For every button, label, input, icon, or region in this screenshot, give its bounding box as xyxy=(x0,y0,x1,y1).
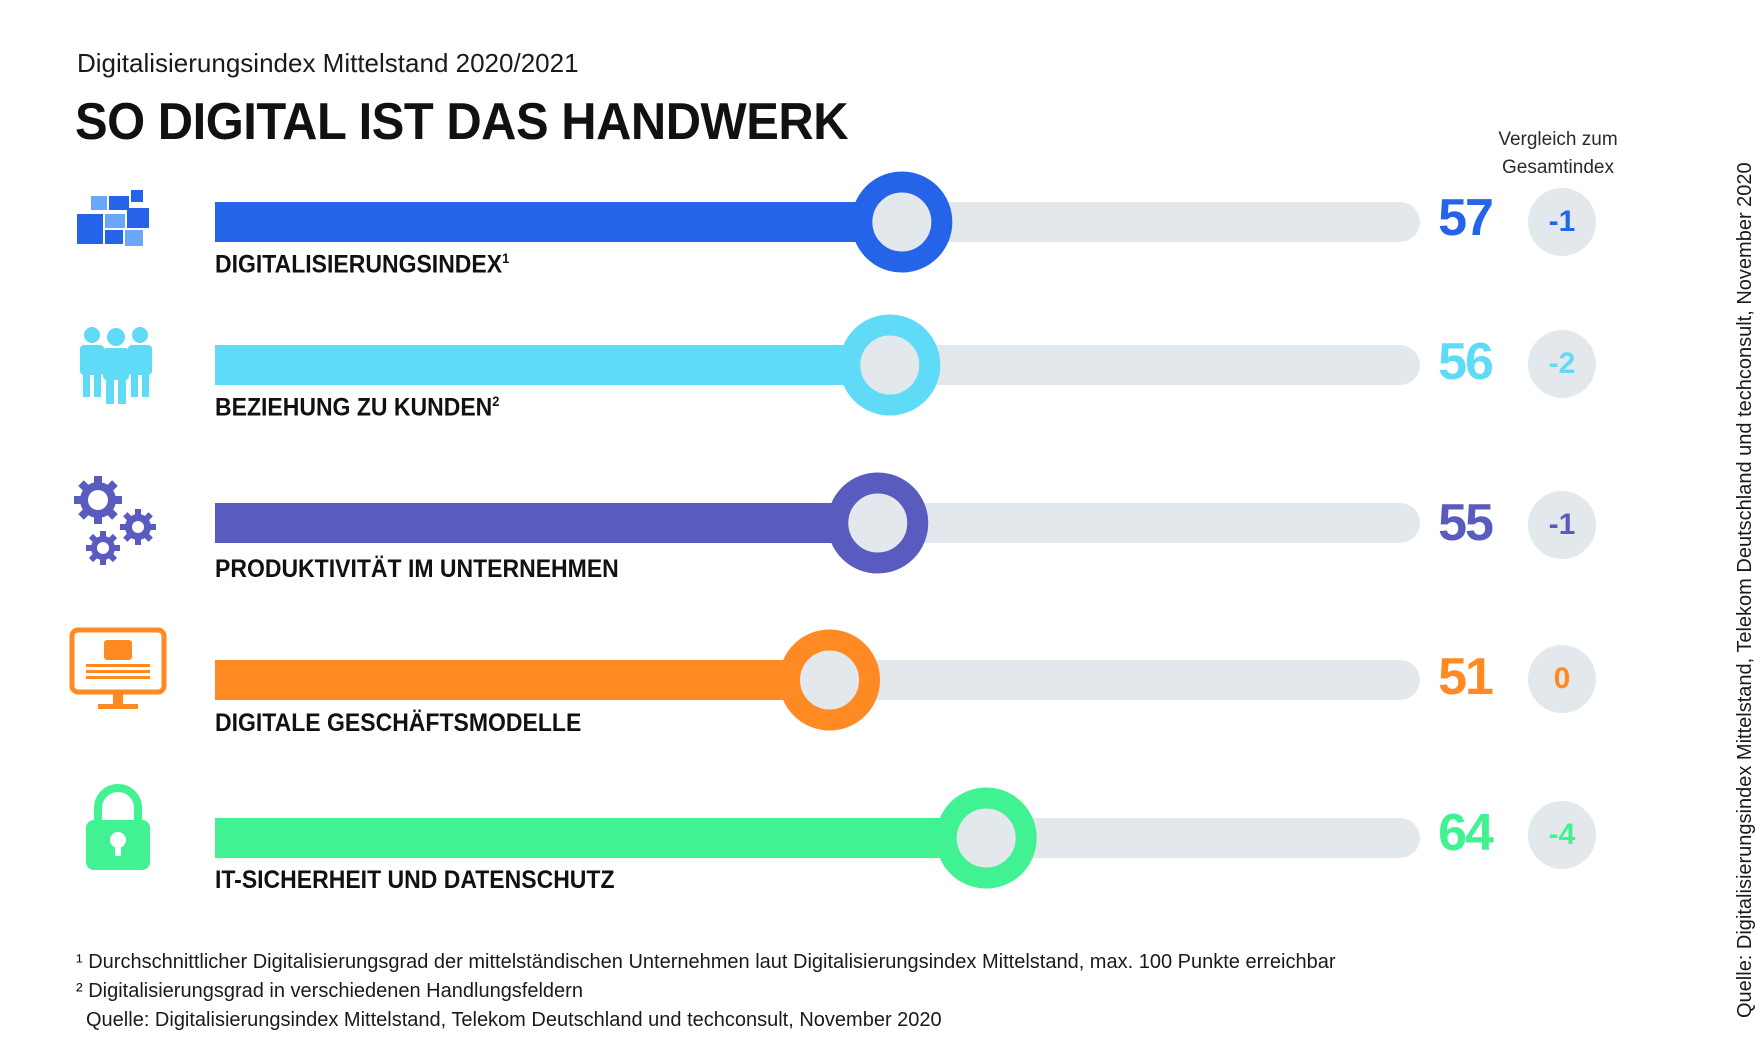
people-icon xyxy=(80,327,152,404)
comparison-badge: -2 xyxy=(1528,330,1596,398)
footnote-1: ¹ Durchschnittlicher Digitalisierungsgra… xyxy=(76,951,1336,973)
row-label: IT-SICHERHEIT UND DATENSCHUTZ xyxy=(215,866,615,895)
row-label: PRODUKTIVITÄT IM UNTERNEHMEN xyxy=(215,555,619,584)
row-label-text: PRODUKTIVITÄT IM UNTERNEHMEN xyxy=(215,555,619,583)
bar-fill xyxy=(215,818,987,858)
lock-icon xyxy=(86,784,150,870)
bar-knob xyxy=(779,629,881,731)
footnote-2: ² Digitalisierungsgrad in verschiedenen … xyxy=(76,980,583,1002)
gears-icon xyxy=(74,476,156,565)
bar-fill xyxy=(215,202,902,242)
chart-title: SO DIGITAL IST DAS HANDWERK xyxy=(75,93,849,151)
chart-subtitle: Digitalisierungsindex Mittelstand 2020/2… xyxy=(77,48,579,78)
comparison-header: Vergleich zum Gesamtindex xyxy=(1468,126,1648,182)
comparison-badge: -4 xyxy=(1528,801,1596,869)
bar-knob xyxy=(851,171,953,273)
row-value: 51 xyxy=(1438,648,1494,706)
bar-knob xyxy=(935,787,1037,889)
blocks-icon xyxy=(77,190,149,246)
comparison-badge: -1 xyxy=(1528,188,1596,256)
footnotes: ¹ Durchschnittlicher Digitalisierungsgra… xyxy=(76,948,1336,1035)
row-value: 64 xyxy=(1438,804,1494,862)
row-value: 55 xyxy=(1438,494,1494,552)
footnote-marker: 2 xyxy=(492,393,500,409)
bar-fill xyxy=(215,345,890,385)
bar-knob xyxy=(839,314,941,416)
row-label: BEZIEHUNG ZU KUNDEN2 xyxy=(215,393,499,422)
row-label: DIGITALISIERUNGSINDEX1 xyxy=(215,250,509,279)
vertical-source: Quelle: Digitalisierungsindex Mittelstan… xyxy=(1734,162,1755,1018)
row-label-text: DIGITALE GESCHÄFTSMODELLE xyxy=(215,709,582,737)
comparison-badge: -1 xyxy=(1528,491,1596,559)
row-value: 56 xyxy=(1438,333,1494,391)
comparison-header-line2: Gesamtindex xyxy=(1502,157,1614,178)
row-label-text: IT-SICHERHEIT UND DATENSCHUTZ xyxy=(215,866,615,894)
row-label-text: BEZIEHUNG ZU KUNDEN xyxy=(215,393,493,422)
bar-fill xyxy=(215,660,830,700)
bar-knob xyxy=(827,472,929,574)
comparison-header-line1: Vergleich zum xyxy=(1498,129,1618,150)
row-label: DIGITALE GESCHÄFTSMODELLE xyxy=(215,709,581,738)
bar-fill xyxy=(215,503,878,543)
footnote-marker: 1 xyxy=(502,250,510,266)
monitor-icon xyxy=(69,627,167,709)
comparison-badge: 0 xyxy=(1528,645,1596,713)
row-label-text: DIGITALISIERUNGSINDEX xyxy=(215,250,503,279)
footnote-source: Quelle: Digitalisierungsindex Mittelstan… xyxy=(86,1009,942,1031)
row-value: 57 xyxy=(1438,189,1494,247)
